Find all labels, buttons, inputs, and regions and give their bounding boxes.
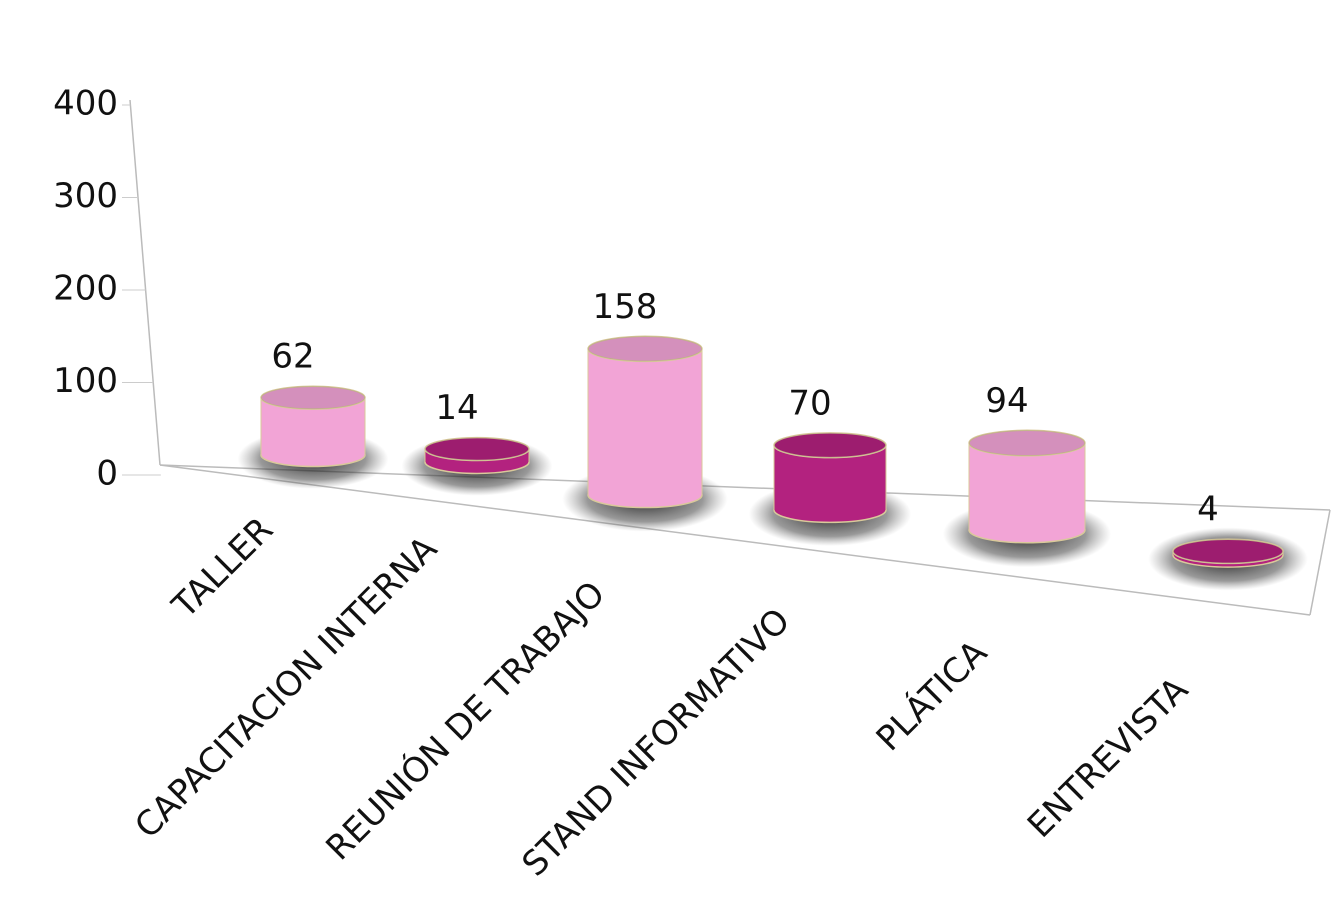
bar-top-shade <box>774 432 886 458</box>
y-tick-label: 0 <box>96 454 118 494</box>
bar-top-shade <box>969 430 1085 456</box>
y-tick-label: 100 <box>53 361 118 401</box>
x-tick-label: ENTREVISTA <box>1020 670 1196 846</box>
bar <box>1172 538 1284 568</box>
bar <box>773 432 887 524</box>
bar-body <box>969 443 1085 530</box>
y-tick-label: 200 <box>53 269 118 309</box>
value-label: 14 <box>435 388 478 428</box>
y-tick-label: 300 <box>53 176 118 216</box>
bar-top-shade <box>588 336 702 362</box>
y-tick-label: 400 <box>53 84 118 124</box>
x-tick-label: PLÁTICA <box>868 632 995 759</box>
value-label: 70 <box>788 383 831 423</box>
value-label: 158 <box>593 287 658 327</box>
bar-top <box>587 335 703 363</box>
value-label: 62 <box>271 337 314 377</box>
bar-top <box>968 429 1086 457</box>
bar-top <box>424 436 530 462</box>
bar-top-shade <box>425 437 529 461</box>
bar-top-shade <box>261 386 365 410</box>
value-label: 4 <box>1197 490 1219 530</box>
bar-body <box>588 348 702 495</box>
bar <box>260 385 366 468</box>
x-tick-label: TALLER <box>164 510 281 627</box>
bar <box>424 436 530 475</box>
bar-top <box>773 432 887 459</box>
bar <box>968 429 1086 544</box>
bar <box>587 335 703 509</box>
bar-top <box>1172 538 1284 565</box>
bar-top-shade <box>1173 539 1283 564</box>
bar-top <box>260 385 366 410</box>
value-label: 94 <box>985 381 1028 421</box>
